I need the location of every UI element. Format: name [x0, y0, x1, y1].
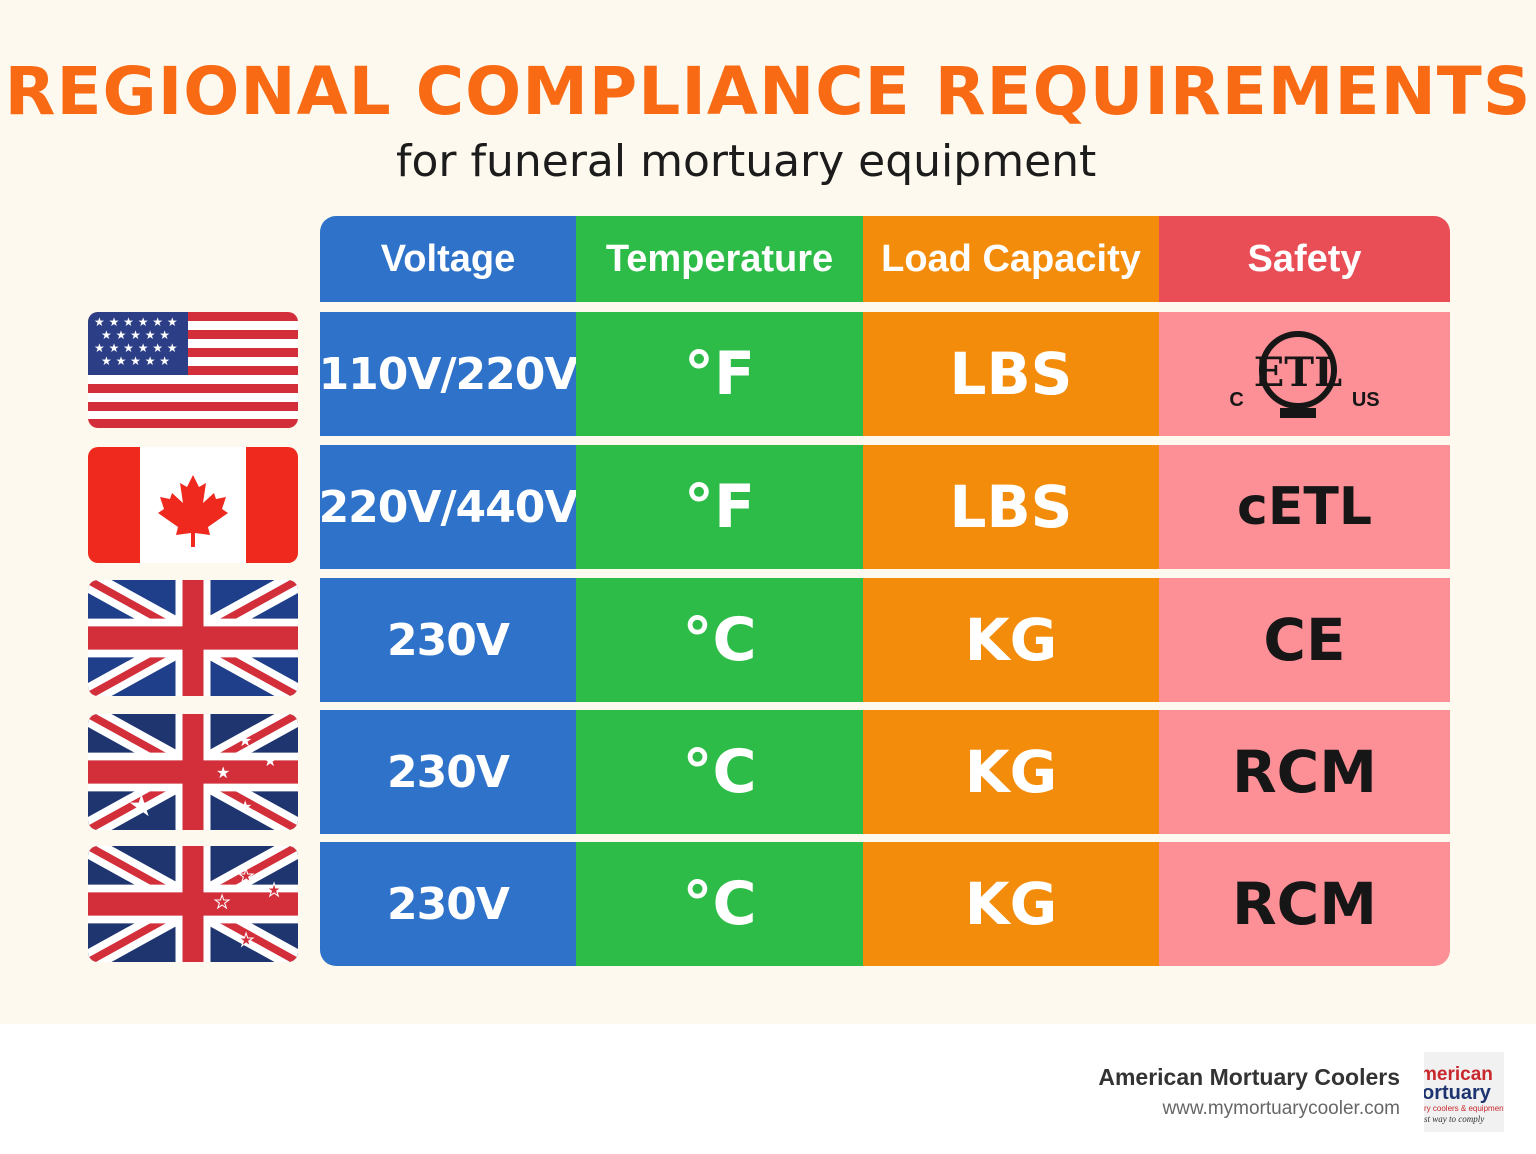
table-row: 230V °C KG RCM	[320, 710, 1450, 834]
australia-flag-icon: ★ ★ ★ ★ ★	[88, 714, 298, 830]
column-header-temperature: Temperature	[576, 216, 863, 302]
etl-mark-text: ETL	[1254, 349, 1342, 396]
svg-text:★: ★	[128, 789, 155, 824]
etl-c-label: C	[1229, 389, 1244, 411]
voltage-cell: 230V	[320, 578, 576, 702]
temperature-cell: °C	[576, 578, 863, 702]
logo-line-4: st way to comply	[1424, 1114, 1485, 1124]
load-cell: LBS	[863, 445, 1159, 569]
load-cell: LBS	[863, 312, 1159, 436]
us-flag-icon: ★ ★ ★ ★ ★ ★ ★ ★ ★ ★ ★ ★ ★ ★ ★ ★ ★ ★ ★ ★ …	[88, 312, 298, 428]
logo-line-1: merican	[1424, 1064, 1493, 1085]
voltage-cell: 110V/220V	[319, 312, 578, 436]
brand-name: American Mortuary Coolers	[1098, 1064, 1400, 1090]
safety-cell: RCM	[1159, 842, 1450, 966]
column-header-safety: Safety	[1159, 216, 1450, 302]
safety-cell: CE	[1159, 578, 1450, 702]
table-header: Voltage Temperature Load Capacity Safety	[320, 216, 1450, 302]
load-cell: KG	[863, 842, 1159, 966]
etl-circle-icon: ETL	[1254, 331, 1342, 418]
column-header-voltage: Voltage	[320, 216, 576, 302]
svg-text:★ ★ ★ ★ ★ ★: ★ ★ ★ ★ ★ ★	[94, 315, 178, 329]
temperature-cell: °C	[576, 842, 863, 966]
brand-url[interactable]: www.mymortuarycooler.com	[1162, 1098, 1400, 1119]
new-zealand-flag-icon: ★ ★ ★ ★	[88, 846, 298, 962]
svg-text:★: ★	[263, 751, 277, 770]
column-header-load-capacity: Load Capacity	[863, 216, 1159, 302]
svg-text:★: ★	[238, 797, 252, 816]
svg-text:★: ★	[266, 880, 282, 901]
table-row: 230V °C KG RCM	[320, 842, 1450, 966]
table-row: 110V/220V °F LBS C ETL US	[319, 312, 1450, 436]
svg-text:★: ★	[214, 892, 230, 913]
svg-text:★: ★	[238, 866, 254, 887]
etl-us-label: US	[1351, 389, 1380, 411]
etl-listed-mark-icon: C ETL US	[1229, 312, 1380, 436]
company-logo: merican ortuary ry coolers & equipment s…	[1424, 1052, 1504, 1132]
uk-flag-icon	[88, 580, 298, 696]
temperature-cell: °F	[576, 312, 863, 436]
svg-text:★ ★ ★ ★ ★: ★ ★ ★ ★ ★	[101, 328, 170, 342]
voltage-cell: 220V/440V	[319, 445, 578, 569]
logo-line-3: ry coolers & equipment	[1424, 1104, 1504, 1113]
temperature-cell: °C	[576, 710, 863, 834]
safety-cell: cETL	[1159, 445, 1450, 569]
page-subtitle: for funeral mortuary equipment	[396, 136, 1097, 187]
load-cell: KG	[863, 578, 1159, 702]
footer	[0, 1024, 1536, 1154]
canada-flag-icon	[88, 447, 298, 563]
svg-text:★: ★	[238, 930, 254, 951]
svg-text:★: ★	[216, 763, 230, 782]
voltage-cell: 230V	[320, 710, 576, 834]
temperature-cell: °F	[576, 445, 863, 569]
svg-text:★: ★	[238, 731, 252, 750]
safety-cell: C ETL US	[1159, 312, 1450, 436]
svg-text:★ ★ ★ ★ ★ ★: ★ ★ ★ ★ ★ ★	[94, 341, 178, 355]
voltage-cell: 230V	[320, 842, 576, 966]
svg-text:★ ★ ★ ★ ★: ★ ★ ★ ★ ★	[101, 354, 170, 368]
logo-line-2: ortuary	[1424, 1082, 1491, 1104]
load-cell: KG	[863, 710, 1159, 834]
safety-cell: RCM	[1159, 710, 1450, 834]
table-row: 220V/440V °F LBS cETL	[319, 445, 1450, 569]
page-title: REGIONAL COMPLIANCE REQUIREMENTS	[4, 53, 1532, 130]
table-row: 230V °C KG CE	[320, 578, 1450, 702]
